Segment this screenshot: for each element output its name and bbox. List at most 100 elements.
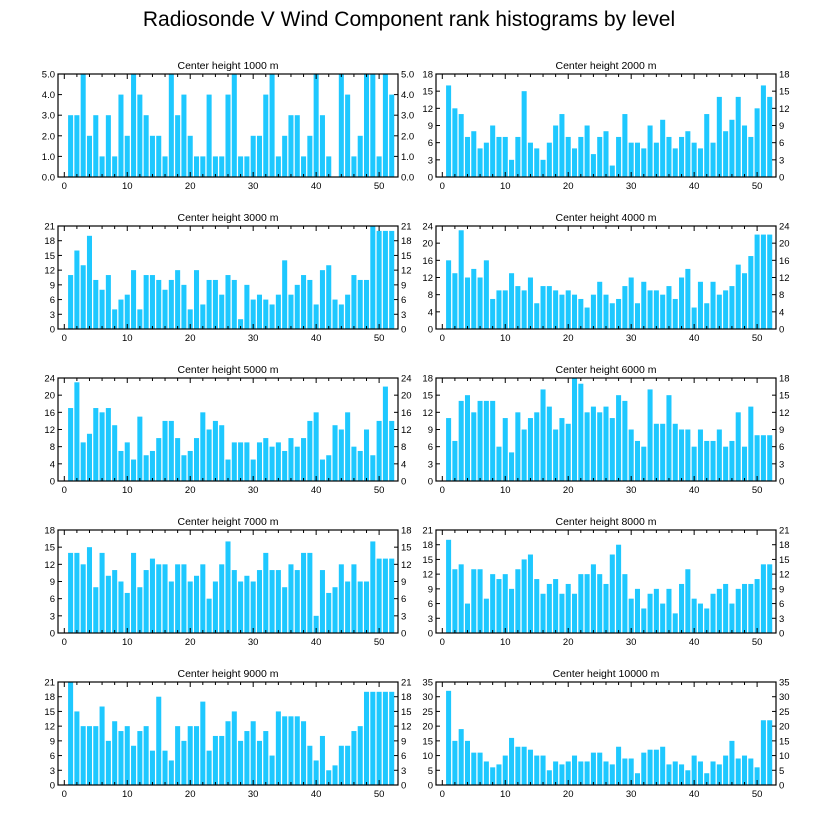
panel-1-bar [282,135,288,177]
panel-7-bar [269,570,275,633]
panel-8-bar [490,574,496,633]
panel-9-ytick-label-right: 15 [401,707,412,718]
panel-5-bar [263,438,269,481]
panel-2-bar [572,148,578,177]
panel-3-title: Center height 3000 m [178,212,279,224]
panel-3-bar [319,270,325,329]
panel-8-ytick-label-right: 15 [779,555,790,566]
panel-2-bar [723,131,729,177]
panel-5-bar [301,438,307,481]
panel-4-bar [748,256,754,329]
panel-4-bar [742,273,748,329]
panel-5-bar [68,408,74,481]
panel-9-ytick-label: 15 [44,707,55,718]
panel-8-bar [760,564,766,633]
panel-3-ytick-label-right: 0 [401,325,406,336]
panel-3-bar [225,275,231,329]
panel-10-bar [534,755,540,785]
panel-9-bar [294,716,300,785]
panel-9-bar [345,745,351,785]
panel-10-bar [748,758,754,785]
panel-6-ytick-label-right: 15 [779,391,790,402]
panel-5-bar [194,438,200,481]
panel-5-bar [294,446,300,481]
panel-7-bar [187,581,193,633]
panel-1-ytick-label-right: 0.0 [401,173,414,184]
panel-3-bar [263,299,269,329]
panel-10-bar [496,764,502,785]
panel-9-title: Center height 9000 m [178,668,279,680]
panel-2-bar [660,119,666,177]
panel-10-ytick-label: 20 [422,722,433,733]
panel-4-bar [679,277,685,329]
panel-3-ytick-label-right: 21 [401,222,412,233]
panel-9-bar [288,716,294,785]
panel-3-ytick-label-right: 9 [401,280,406,291]
panel-6-bar [458,400,464,481]
panel-6-xtick-label: 50 [752,485,763,496]
panel-10-bar [634,773,640,785]
panel-8-xtick-label: 50 [752,637,763,648]
panel-10-bar [723,755,729,785]
panel-8-bar [559,593,565,633]
panel-1-bar [124,135,130,177]
panel-1-bar [156,135,162,177]
panel-7-bar [206,598,212,633]
panel-1-bar [212,156,218,177]
panel-9-xtick-label: 40 [311,789,322,800]
panel-6-bar [590,406,596,481]
panel-9-ytick-label-right: 12 [401,722,412,733]
panel-9-bar [282,716,288,785]
panel-1-bar [118,94,124,177]
panel-5-bar [357,450,363,481]
panel-3-bar [376,230,382,329]
panel-2-bar [496,136,502,177]
panel-7-bar [231,570,237,633]
panel-10-bar [509,737,515,785]
panel-6-bar [653,423,659,481]
panel-3-bar [238,319,244,329]
panel-3-bar [80,265,86,329]
panel-3-bar [93,279,99,329]
panel-9-bar [219,735,225,785]
panel-9-bar [389,691,395,785]
panel-6-bar [452,440,458,481]
panel-7-bar [200,564,206,633]
panel-10-bar [471,752,477,785]
panel-7-bar [112,570,118,633]
panel-2-bar [710,142,716,177]
panel-5-bar [99,412,105,481]
panel-1-bar [345,94,351,177]
panel-10-bar [565,761,571,785]
panel-9-bar [313,760,319,785]
panel-5-bar [231,442,237,482]
panel-10-bar [609,764,615,785]
panel-10-bar [716,764,722,785]
panel-6-bar [660,423,666,481]
panel-9-bar [162,750,168,785]
panel-8-bar [653,588,659,633]
panel-4-bar [553,290,559,330]
panel-5-ytick-label: 0 [50,477,55,488]
panel-10-bar [446,690,452,785]
panel-8-bar [672,613,678,633]
panel-8-bar [458,564,464,633]
panel-6-bar [609,418,615,481]
panel-5-bar [187,450,193,481]
panel-4-bar [590,294,596,329]
panel-1-ytick-label-right: 4.0 [401,90,414,101]
panel-3-bar [345,294,351,329]
panel-1-bar [319,115,325,177]
panel-2-ytick-label-right: 0 [779,173,784,184]
panel-4-xtick-label: 50 [752,333,763,344]
panel-9-bar [124,726,130,785]
panel-4-bar [509,273,515,329]
panel-8-bar [697,603,703,633]
panel-3-ytick-label: 21 [44,222,55,233]
panel-10-bar [729,740,735,785]
panel-1-bar [99,156,105,177]
panel-10-bar [666,764,672,785]
panel-10-ytick-label-right: 20 [779,722,790,733]
panel-4-bar [735,264,741,330]
panel-9-bar [131,745,137,785]
